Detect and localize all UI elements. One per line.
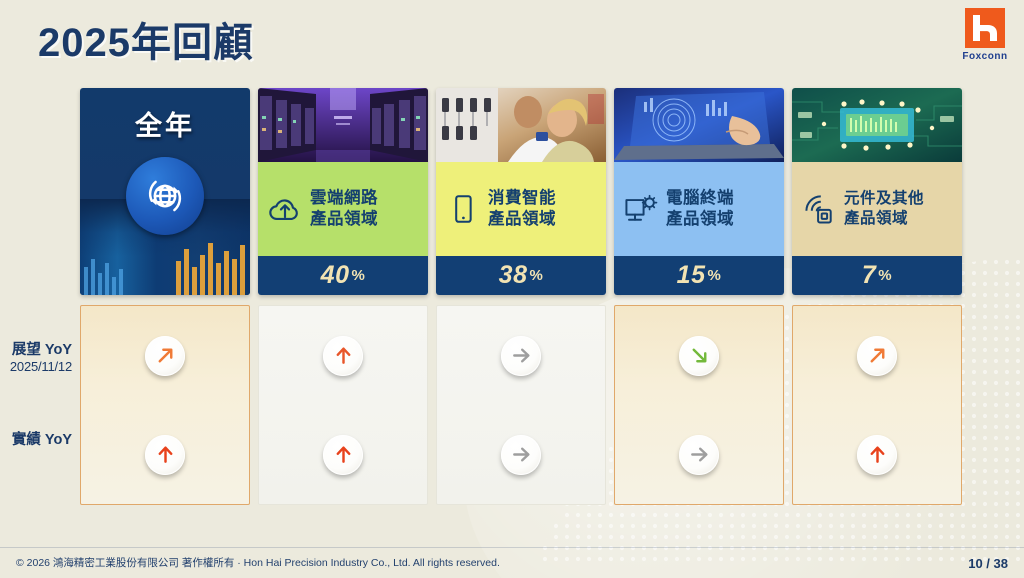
globe-refresh-icon <box>126 157 204 235</box>
yoy-column-cloud <box>258 305 428 505</box>
segment-name-consumer: 消費智能 產品領域 <box>488 188 556 228</box>
yoy-cell-actual-full-year[interactable] <box>81 405 249 504</box>
segment-percent-components: 7% <box>792 256 962 295</box>
segment-name-computer: 電腦終端 產品領域 <box>666 188 734 228</box>
foxconn-logo: Foxconn <box>958 8 1012 62</box>
yoy-cell-actual-consumer[interactable] <box>437 405 605 504</box>
segment-band-components: 元件及其他 產品領域 <box>792 162 962 256</box>
yoy-arrow-grid <box>80 305 990 505</box>
footer-divider <box>0 547 1024 548</box>
yoy-cell-outlook-computer[interactable] <box>615 306 783 405</box>
yoy-cell-actual-computer[interactable] <box>615 405 783 504</box>
monitor-gear-icon <box>623 191 659 227</box>
card-full-year[interactable]: 全年 <box>80 88 250 295</box>
foxconn-h-logo-icon <box>965 8 1005 48</box>
segment-name-components: 元件及其他 產品領域 <box>844 190 925 227</box>
card-segment-components[interactable]: 元件及其他 產品領域 7% <box>792 88 962 295</box>
segment-name-cloud: 雲端網路 產品領域 <box>310 188 378 228</box>
segment-photo-retail <box>436 88 606 162</box>
row-label-actual: 實績 YoY <box>11 432 72 448</box>
arrow-down-right-icon <box>679 335 719 376</box>
yoy-column-computer <box>614 305 784 505</box>
segment-photo-laptop <box>614 88 784 162</box>
yoy-cell-actual-cloud[interactable] <box>259 405 427 504</box>
yoy-column-full-year <box>80 305 250 505</box>
page-title: 2025年回顧 <box>38 21 254 65</box>
arrow-right-icon <box>501 335 541 376</box>
segment-band-computer: 電腦終端 產品領域 <box>614 162 784 256</box>
yoy-column-consumer <box>436 305 606 505</box>
tablet-icon <box>445 191 481 227</box>
yoy-cell-outlook-cloud[interactable] <box>259 306 427 405</box>
yoy-column-components <box>792 305 962 505</box>
segment-percent-cloud: 40% <box>258 256 428 295</box>
segment-card-row: 全年 <box>80 88 990 295</box>
arrow-up-icon <box>145 434 185 475</box>
arrow-up-right-icon <box>145 335 185 376</box>
foxconn-logo-text: Foxconn <box>962 51 1008 62</box>
row-label-outlook: 展望 YoY 2025/11/12 <box>9 342 72 374</box>
arrow-up-right-icon <box>857 335 897 376</box>
arrow-up-icon <box>323 434 363 475</box>
segment-percent-computer: 15% <box>614 256 784 295</box>
card-segment-consumer[interactable]: 消費智能 產品領域 38% <box>436 88 606 295</box>
hero-title: 全年 <box>135 111 195 141</box>
arrow-up-icon <box>323 335 363 376</box>
hero-chart-bars <box>84 243 245 295</box>
footer-copyright: © 2026 鴻海精密工業股份有限公司 著作權所有 · Hon Hai Prec… <box>16 557 500 569</box>
segment-band-consumer: 消費智能 產品領域 <box>436 162 606 256</box>
yoy-cell-outlook-components[interactable] <box>793 306 961 405</box>
segment-percent-consumer: 38% <box>436 256 606 295</box>
yoy-cell-outlook-full-year[interactable] <box>81 306 249 405</box>
yoy-cell-outlook-consumer[interactable] <box>437 306 605 405</box>
card-segment-cloud[interactable]: 雲端網路 產品領域 40% <box>258 88 428 295</box>
segment-photo-datacenter <box>258 88 428 162</box>
arrow-right-icon <box>501 434 541 475</box>
yoy-cell-actual-components[interactable] <box>793 405 961 504</box>
segment-photo-circuitboard <box>792 88 962 162</box>
arrow-right-icon <box>679 434 719 475</box>
arrow-up-icon <box>857 434 897 475</box>
chip-signal-icon <box>801 191 837 227</box>
cloud-upload-icon <box>267 191 303 227</box>
segment-band-cloud: 雲端網路 產品領域 <box>258 162 428 256</box>
card-segment-computer[interactable]: 電腦終端 產品領域 15% <box>614 88 784 295</box>
page-number: 10 / 38 <box>968 556 1008 571</box>
